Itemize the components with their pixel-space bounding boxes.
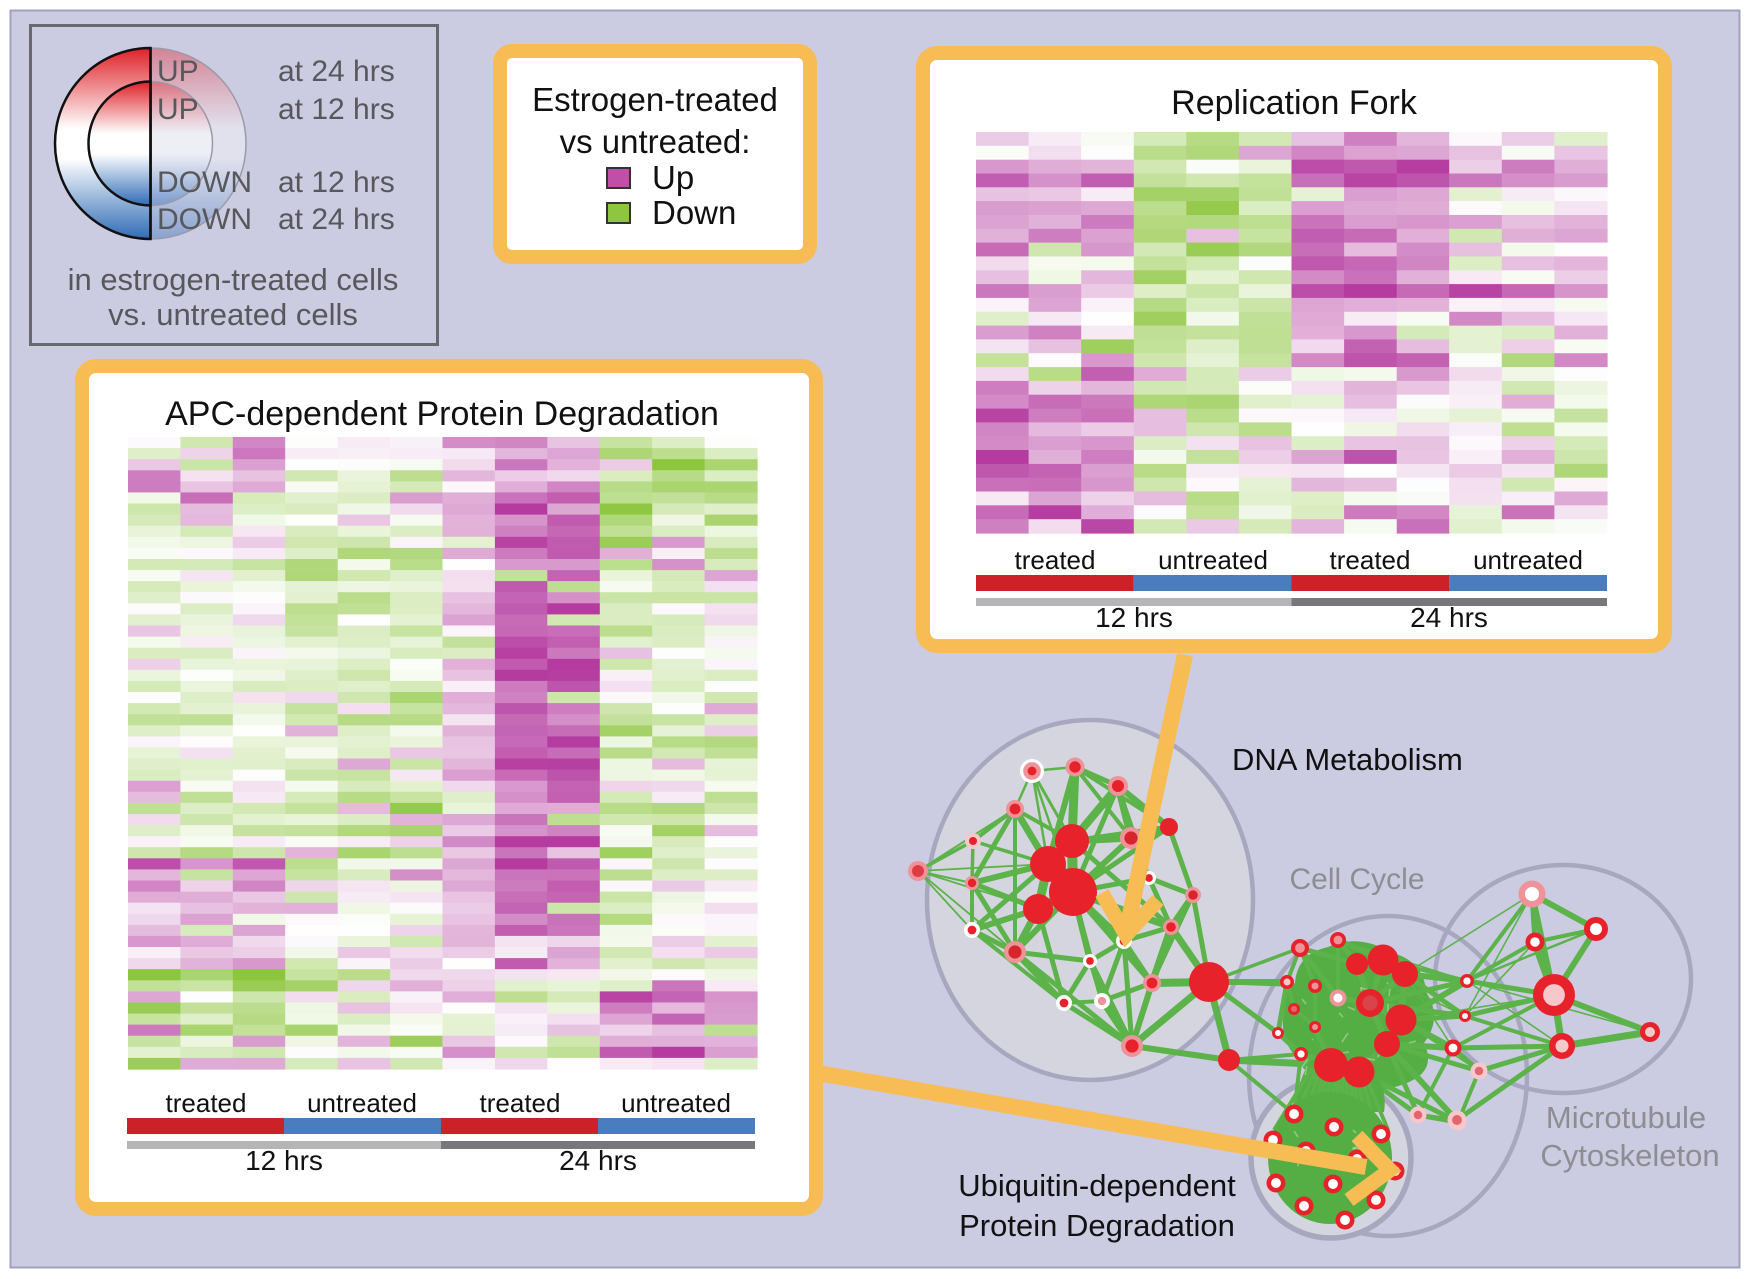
svg-text:untreated: untreated bbox=[621, 1088, 731, 1118]
svg-text:treated: treated bbox=[1015, 545, 1096, 575]
svg-text:12 hrs: 12 hrs bbox=[245, 1145, 323, 1176]
svg-text:Protein Degradation: Protein Degradation bbox=[959, 1208, 1235, 1243]
svg-text:UP: UP bbox=[157, 93, 199, 126]
svg-text:Cell Cycle: Cell Cycle bbox=[1289, 863, 1424, 896]
svg-text:at 24 hrs: at 24 hrs bbox=[278, 55, 395, 88]
svg-text:untreated: untreated bbox=[1158, 545, 1268, 575]
svg-text:24 hrs: 24 hrs bbox=[559, 1145, 637, 1176]
svg-text:at 12 hrs: at 12 hrs bbox=[278, 93, 395, 126]
svg-text:treated: treated bbox=[166, 1088, 247, 1118]
svg-text:24 hrs: 24 hrs bbox=[1410, 602, 1488, 633]
svg-text:untreated: untreated bbox=[1473, 545, 1583, 575]
svg-text:DNA Metabolism: DNA Metabolism bbox=[1232, 742, 1463, 777]
svg-text:12 hrs: 12 hrs bbox=[1095, 602, 1173, 633]
svg-text:Up: Up bbox=[652, 159, 694, 196]
svg-text:Microtubule: Microtubule bbox=[1546, 1100, 1706, 1135]
svg-text:Down: Down bbox=[652, 194, 736, 231]
svg-text:in estrogen-treated cells: in estrogen-treated cells bbox=[68, 262, 399, 297]
svg-text:UP: UP bbox=[157, 55, 199, 88]
svg-text:Ubiquitin-dependent: Ubiquitin-dependent bbox=[958, 1168, 1236, 1203]
svg-text:at 12 hrs: at 12 hrs bbox=[278, 166, 395, 199]
svg-text:vs untreated:: vs untreated: bbox=[560, 123, 751, 160]
svg-text:vs. untreated cells: vs. untreated cells bbox=[108, 297, 358, 332]
svg-text:Estrogen-treated: Estrogen-treated bbox=[532, 81, 778, 118]
svg-text:DOWN: DOWN bbox=[157, 166, 252, 199]
svg-text:treated: treated bbox=[1330, 545, 1411, 575]
svg-text:Replication Fork: Replication Fork bbox=[1171, 84, 1418, 122]
svg-text:untreated: untreated bbox=[307, 1088, 417, 1118]
svg-text:treated: treated bbox=[480, 1088, 561, 1118]
svg-text:Cytoskeleton: Cytoskeleton bbox=[1540, 1138, 1719, 1173]
svg-text:APC-dependent Protein Degradat: APC-dependent Protein Degradation bbox=[165, 395, 719, 433]
svg-text:DOWN: DOWN bbox=[157, 203, 252, 236]
svg-text:at 24 hrs: at 24 hrs bbox=[278, 203, 395, 236]
